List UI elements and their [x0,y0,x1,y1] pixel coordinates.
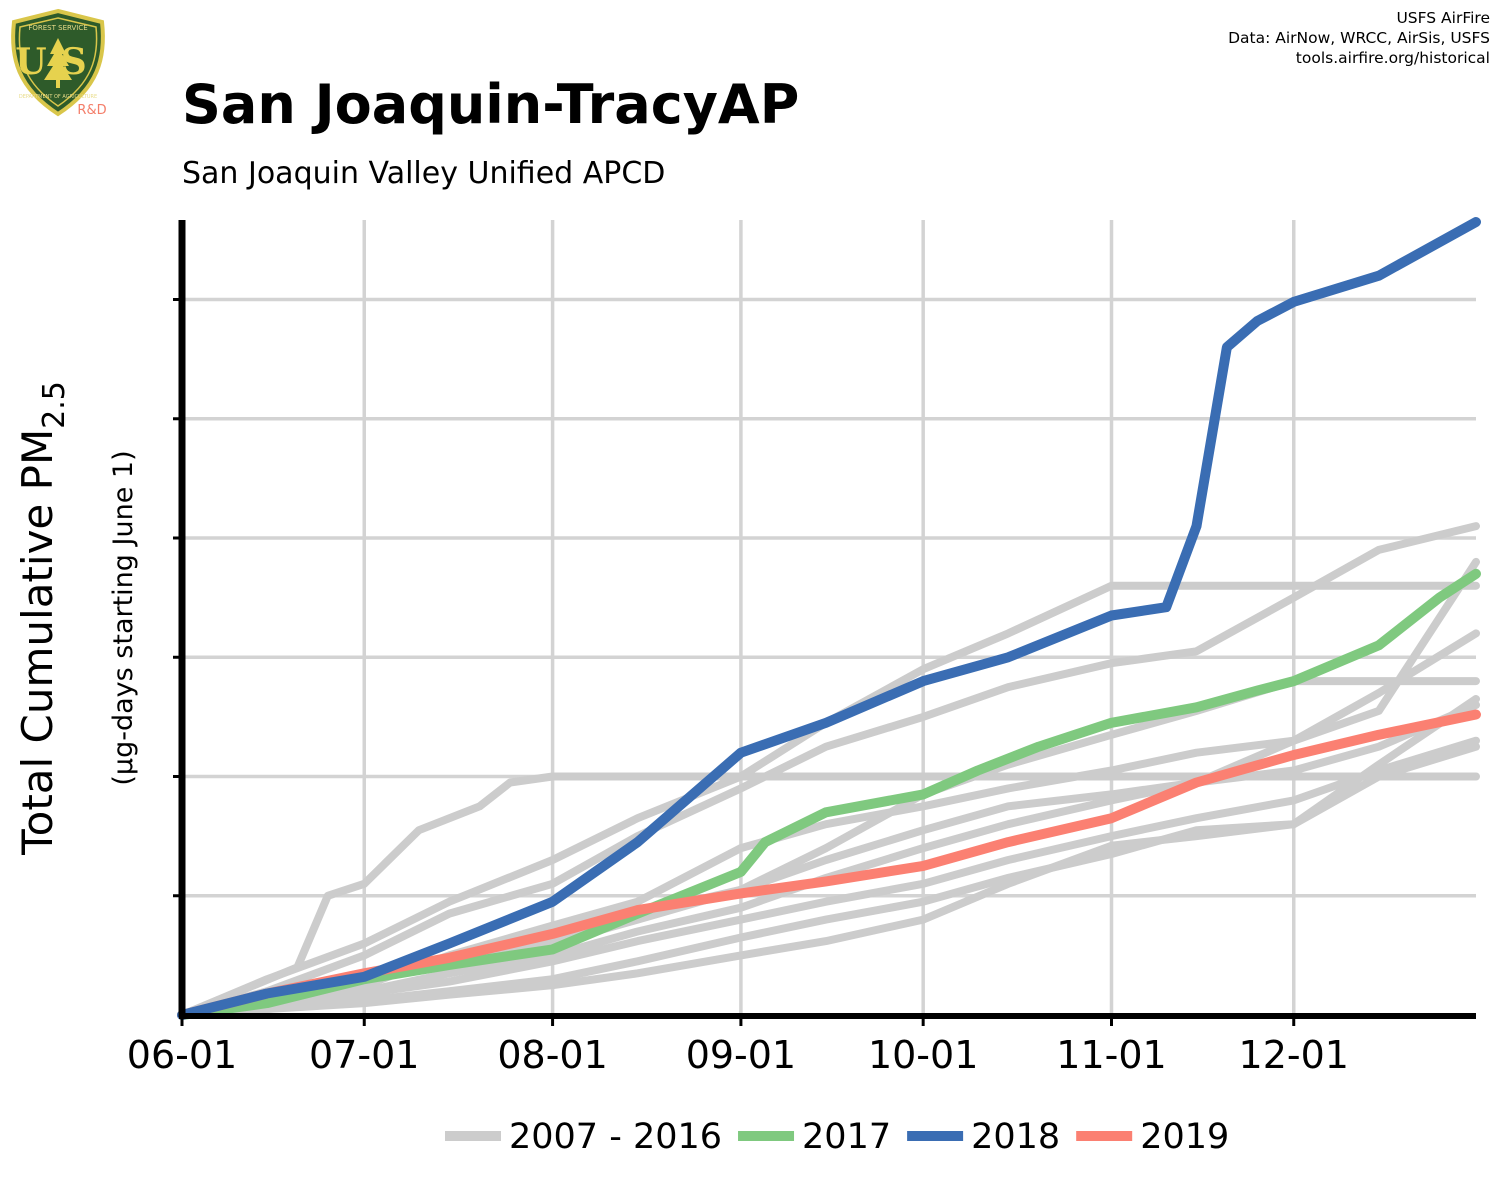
x-tick-label: 08-01 [497,1033,607,1077]
series-line-2018 [177,217,1481,1020]
axes [178,220,1476,1019]
x-ticks: 06-01 07-01 08-01 09-01 10-01 11-01 12-01 [127,1015,1349,1077]
usfs-logo: FOREST SERVICE US DEPARTMENT OF AGRICULT… [11,8,107,118]
grid [180,220,1476,1015]
legend-label-2018: 2018 [971,1117,1060,1157]
credits-line-1: USFS AirFire [1396,9,1490,27]
credits-line-2: Data: AirNow, WRCC, AirSis, USFS [1228,29,1490,47]
y-axis-title: Total Cumulative PM2.5 [13,381,72,856]
page-subtitle: San Joaquin Valley Unified APCD [182,156,666,191]
credits: USFS AirFire Data: AirNow, WRCC, AirSis,… [1228,8,1490,68]
x-tick-label: 06-01 [127,1033,237,1077]
series-line-2017 [177,568,1481,1020]
credits-line-3: tools.airfire.org/historical [1295,49,1490,67]
series-line-historical [178,522,1480,1019]
x-tick-label: 07-01 [309,1033,419,1077]
x-tick-label: 11-01 [1056,1033,1166,1077]
legend-label-2019: 2019 [1140,1117,1229,1157]
x-tick-label: 10-01 [868,1033,978,1077]
legend: 2007 - 2016 2017 2018 2019 [445,1117,1229,1157]
y-ticks [173,298,182,898]
x-tick-label: 09-01 [686,1033,796,1077]
legend-label-2017: 2017 [802,1117,891,1157]
series-line-historical [178,742,1480,1019]
y-axis-subtitle: (µg-days starting June 1) [108,450,139,785]
logo-bottom-text: DEPARTMENT OF AGRICULTURE [19,94,97,100]
historical-series-group [178,522,1480,1019]
tree-icon [44,38,72,88]
logo-tag: R&D [77,103,106,118]
page-title: San Joaquin-TracyAP [182,73,800,136]
y-axis-title-main: Total Cumulative PM [13,429,62,856]
logo-top-text: FOREST SERVICE [28,24,87,32]
legend-label-historical: 2007 - 2016 [509,1117,722,1157]
series-line-historical [178,677,1480,1019]
x-tick-label: 12-01 [1239,1033,1349,1077]
y-axis-label: Total Cumulative PM2.5 (µg-days starting… [13,381,139,856]
y-axis-title-subscript: 2.5 [37,381,72,429]
series-line-historical [178,736,1480,1019]
highlight-series-group [177,217,1481,1020]
